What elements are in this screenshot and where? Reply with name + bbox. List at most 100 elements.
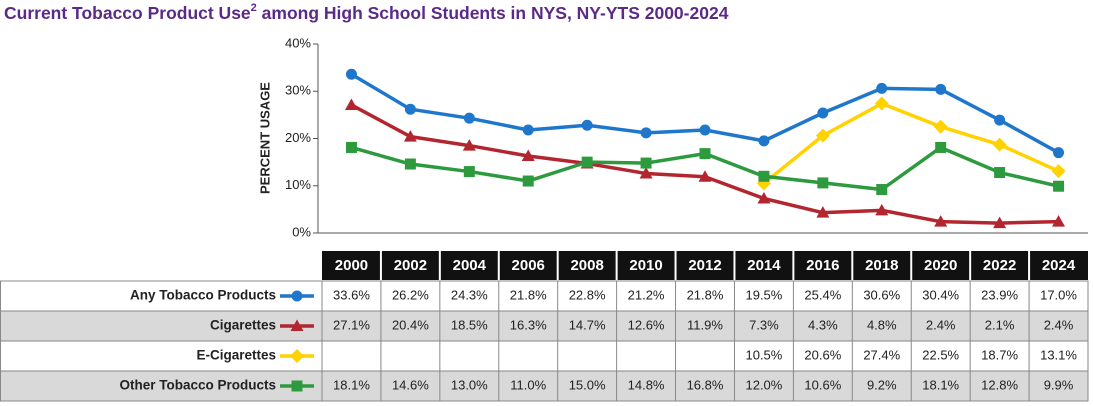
legend-swatch-marker bbox=[290, 319, 304, 331]
point bbox=[876, 82, 888, 94]
point bbox=[463, 112, 475, 124]
table-cell: 22.8% bbox=[569, 287, 606, 302]
series-line bbox=[350, 103, 1059, 225]
table-cell: 11.0% bbox=[510, 377, 546, 392]
table-cell: 14.6% bbox=[392, 377, 429, 392]
point bbox=[639, 166, 653, 179]
table-cell: 18.7% bbox=[981, 347, 1018, 362]
series-line bbox=[762, 101, 1060, 185]
x-tick-label: 2002 bbox=[394, 257, 427, 274]
point bbox=[815, 128, 830, 143]
legend-swatch-marker bbox=[290, 349, 304, 363]
series-line bbox=[350, 72, 1060, 155]
point bbox=[463, 166, 475, 178]
point bbox=[816, 206, 830, 218]
table-cell: 9.9% bbox=[1044, 377, 1074, 392]
table-cell: 4.8% bbox=[867, 317, 897, 332]
table-cell: 18.5% bbox=[451, 317, 488, 332]
title-superscript: 2 bbox=[251, 2, 257, 14]
point bbox=[1053, 180, 1065, 192]
point bbox=[581, 119, 593, 131]
table-cell: 25.4% bbox=[804, 287, 841, 302]
table-cell: 7.3% bbox=[749, 317, 779, 332]
table-cell: 20.4% bbox=[392, 317, 429, 332]
point bbox=[874, 96, 889, 111]
y-tick-label: 30% bbox=[285, 83, 311, 98]
table-cell: 21.2% bbox=[628, 287, 665, 302]
table-cell: 18.1% bbox=[922, 377, 959, 392]
table-cell: 16.3% bbox=[510, 317, 547, 332]
y-axis-label: PERCENT USAGE bbox=[257, 82, 272, 194]
legend-swatch-marker bbox=[291, 380, 303, 392]
point bbox=[521, 149, 535, 161]
table-cell: 30.4% bbox=[922, 287, 959, 302]
point bbox=[1051, 164, 1066, 179]
table-cell: 17.0% bbox=[1040, 287, 1077, 302]
point bbox=[993, 216, 1007, 229]
table-row bbox=[0, 340, 1089, 372]
table-cell: 30.6% bbox=[863, 287, 900, 302]
x-tick-label: 2020 bbox=[924, 257, 957, 274]
table-cell: 11.9% bbox=[687, 317, 723, 332]
point bbox=[344, 98, 358, 110]
legend-swatch-marker bbox=[291, 290, 303, 302]
table-cell: 2.4% bbox=[1044, 317, 1074, 332]
x-tick-label: 2008 bbox=[570, 257, 603, 274]
x-tick-label: 2018 bbox=[865, 257, 898, 274]
table-cell: 2.1% bbox=[985, 317, 1015, 332]
table-cell: 15.0% bbox=[569, 377, 606, 392]
chart-title: Current Tobacco Product Use2 among High … bbox=[4, 2, 729, 23]
point bbox=[757, 192, 771, 204]
point bbox=[934, 215, 948, 227]
table-cell: 21.8% bbox=[510, 287, 547, 302]
table-cell: 27.4% bbox=[863, 347, 900, 362]
point bbox=[935, 83, 947, 95]
point bbox=[404, 103, 416, 115]
point bbox=[403, 130, 417, 142]
point bbox=[758, 170, 770, 182]
point bbox=[817, 177, 829, 189]
legend-label: Cigarettes bbox=[210, 318, 276, 333]
point bbox=[522, 175, 534, 187]
title-rest: among High School Students in NYS, NY-YT… bbox=[257, 3, 729, 23]
table-cell: 21.8% bbox=[687, 287, 724, 302]
title-text: Current Tobacco Product Use bbox=[4, 3, 251, 23]
y-tick-label: 10% bbox=[285, 177, 311, 192]
table-cell: 22.5% bbox=[922, 347, 959, 362]
point bbox=[698, 170, 712, 182]
point bbox=[345, 141, 357, 153]
x-tick-label: 2014 bbox=[747, 257, 781, 274]
table-cell: 12.6% bbox=[628, 317, 665, 332]
point bbox=[1052, 215, 1066, 227]
table-cell: 13.0% bbox=[451, 377, 488, 392]
x-tick-label: 2024 bbox=[1042, 257, 1076, 274]
point bbox=[345, 68, 357, 80]
table-cell: 26.2% bbox=[392, 287, 429, 302]
y-tick-label: 0% bbox=[292, 224, 311, 239]
point bbox=[933, 119, 948, 134]
table-cell: 10.6% bbox=[804, 377, 841, 392]
point bbox=[758, 135, 770, 147]
table-cell: 16.8% bbox=[687, 377, 724, 392]
table-row bbox=[0, 370, 1089, 402]
point bbox=[876, 184, 888, 196]
legend-label: E-Cigarettes bbox=[196, 348, 276, 363]
table-cell: 14.7% bbox=[569, 317, 606, 332]
table-header bbox=[322, 251, 1088, 280]
point bbox=[640, 157, 652, 169]
table-cell: 33.6% bbox=[333, 287, 370, 302]
table-cell: 14.8% bbox=[628, 377, 665, 392]
point bbox=[640, 127, 652, 139]
point bbox=[699, 148, 711, 160]
x-tick-label: 2022 bbox=[983, 257, 1016, 274]
y-tick-label: 20% bbox=[285, 130, 311, 145]
legend-label: Other Tobacco Products bbox=[119, 378, 276, 393]
table-row bbox=[0, 310, 1089, 342]
table-cell: 27.1% bbox=[333, 317, 370, 332]
x-tick-label: 2012 bbox=[688, 257, 721, 274]
y-tick-label: 40% bbox=[285, 35, 311, 50]
x-tick-label: 2010 bbox=[629, 257, 662, 274]
table-cell: 4.3% bbox=[808, 317, 838, 332]
point bbox=[935, 141, 947, 153]
